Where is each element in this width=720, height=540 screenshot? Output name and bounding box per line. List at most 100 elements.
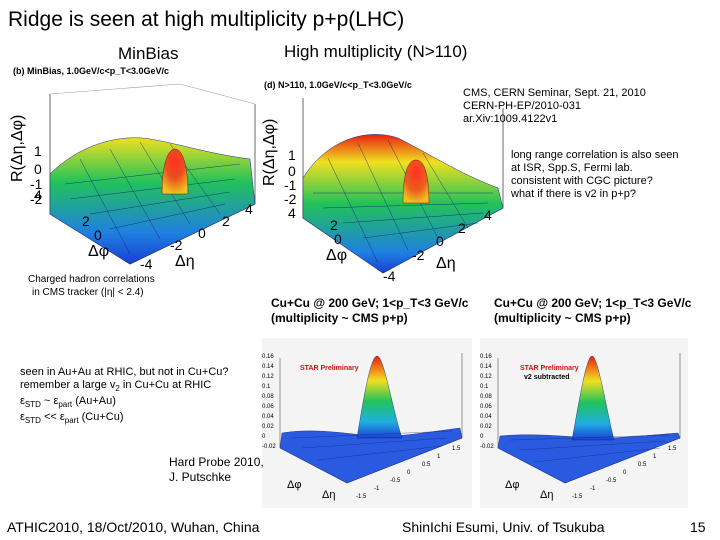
hard-probe-reference: Hard Probe 2010, J. Putschke: [169, 455, 264, 485]
star-left-z-tick: 0.12: [262, 374, 274, 380]
left-eta-tick: 2: [222, 213, 230, 229]
right-eta-label: Δη: [436, 255, 456, 272]
cms-reference: CMS, CERN Seminar, Sept. 21, 2010 CERN-P…: [463, 87, 646, 126]
star-cucu-plot: STAR Preliminary 0.16 0.14 0.12 0.1 0.08…: [262, 338, 472, 508]
star-left-z-tick: 0.02: [262, 424, 274, 430]
left-caption-line1: Charged hadron correlations: [28, 274, 155, 285]
star-right-z-tick: 0.12: [480, 374, 492, 380]
star-left-heading-line1: Cu+Cu @ 200 GeV; 1<p_T<3 GeV/c: [271, 296, 469, 310]
left-plot-subtitle: (b) MinBias, 1.0GeV/c<p_T<3.0GeV/c: [13, 66, 169, 76]
right-plot-heading: High multiplicity (N>110): [284, 42, 468, 61]
ridge-note-line: long range correlation is also seen: [511, 149, 679, 161]
star-left-z-tick: 0.16: [262, 354, 274, 360]
star-left-z-tick: 0: [262, 434, 266, 440]
right-z-tick: 4: [288, 205, 296, 221]
high-multiplicity-correlation-plot: (d) N>110, 1.0GeV/c<p_T<3.0GeV/c R(Δη,Δφ…: [261, 80, 504, 284]
star-right-phi-label: Δφ: [505, 479, 519, 491]
star-left-heading-line2: (multiplicity ~ CMS p+p): [271, 311, 408, 325]
star-right-label-line1: STAR Preliminary: [520, 365, 579, 372]
minbias-correlation-plot: (b) MinBias, 1.0GeV/c<p_T<3.0GeV/c R(Δη,…: [10, 66, 256, 298]
left-z-axis-label: R(Δη,Δφ): [10, 115, 26, 182]
star-right-eta-tick: -1: [590, 486, 596, 492]
star-left-label: STAR Preliminary: [300, 365, 359, 372]
left-z-tick: 1: [34, 143, 42, 159]
left-phi-label: Δφ: [88, 243, 109, 260]
left-eta-tick: 4: [245, 201, 253, 217]
star-left-peak: [356, 355, 403, 439]
right-eta-tick: 0: [436, 233, 444, 249]
minbias-surface: [49, 137, 256, 265]
minbias-peak: [161, 148, 189, 195]
cms-reference-line: CERN-PH-EP/2010-031: [463, 100, 581, 112]
star-right-eta-tick: -1.5: [572, 494, 583, 500]
star-left-eta-tick: 1: [437, 454, 441, 460]
left-eta-tick: -2: [170, 237, 183, 253]
right-z-tick: 1: [288, 147, 296, 163]
star-left-eta-tick: -0.5: [390, 478, 401, 484]
star-right-z-tick: 0: [480, 434, 484, 440]
footer-event: ATHIC2010, 18/Oct/2010, Wuhan, China: [7, 519, 260, 535]
star-left-eta-tick: 0.5: [422, 462, 431, 468]
auau-note: seen in Au+Au at RHIC, but not in Cu+Cu?…: [20, 366, 229, 428]
star-left-heading: Cu+Cu @ 200 GeV; 1<p_T<3 GeV/c (multipli…: [271, 296, 468, 326]
star-right-z-tick: 0.04: [480, 414, 492, 420]
star-right-z-tick: -0.02: [480, 444, 494, 450]
left-phi-tick: 2: [82, 213, 90, 229]
star-left-z-tick: 0.08: [262, 394, 274, 400]
left-z-tick: 0: [34, 161, 42, 177]
right-z-axis-label: R(Δη,Δφ): [261, 119, 278, 186]
ridge-note: long range correlation is also seen at I…: [511, 149, 679, 201]
slide-title: Ridge is seen at high multiplicity p+p(L…: [8, 8, 405, 31]
left-phi-tick: 0: [94, 227, 102, 243]
star-left-eta-label: Δη: [322, 489, 335, 501]
star-left-z-tick: 0.14: [262, 364, 274, 370]
left-z-tick: 4: [34, 187, 42, 203]
ridge-note-line: consistent with CGC picture?: [511, 175, 653, 187]
right-plot-subtitle: (d) N>110, 1.0GeV/c<p_T<3.0GeV/c: [264, 80, 412, 90]
right-eta-tick: 2: [458, 220, 466, 236]
auau-note-line4: εSTD << εpart (Cu+Cu): [20, 411, 124, 426]
star-right-eta-tick: 1: [653, 454, 657, 460]
star-left-phi-label: Δφ: [287, 479, 301, 491]
left-eta-tick: -4: [140, 256, 153, 272]
high-multiplicity-peak: [402, 159, 430, 204]
auau-note-line2: remember a large v2 in Cu+Cu at RHIC: [20, 379, 212, 394]
right-phi-tick: 2: [330, 217, 338, 233]
star-left-z-tick: -0.02: [262, 444, 276, 450]
left-eta-label: Δη: [175, 253, 195, 270]
star-right-heading-line2: (multiplicity ~ CMS p+p): [494, 311, 631, 325]
right-eta-tick: -2: [412, 247, 425, 263]
star-right-z-tick: 0.1: [480, 384, 489, 390]
star-right-eta-tick: 0: [623, 470, 627, 476]
right-eta-tick: 4: [484, 207, 492, 223]
star-right-z-tick: 0.16: [480, 354, 492, 360]
star-right-peak: [571, 355, 615, 441]
star-right-eta-tick: 1.5: [668, 446, 677, 452]
left-caption-line2: in CMS tracker (|η| < 2.4): [32, 287, 144, 298]
footer-author: ShinIchi Esumi, Univ. of Tsukuba: [402, 519, 605, 535]
star-left-z-tick: 0.06: [262, 404, 274, 410]
right-phi-tick: 0: [334, 231, 342, 247]
cms-reference-line: ar.Xiv:1009.4122v1: [463, 113, 558, 125]
footer-page-number: 15: [690, 519, 706, 535]
star-right-z-tick: 0.08: [480, 394, 492, 400]
star-right-heading-line1: Cu+Cu @ 200 GeV; 1<p_T<3 GeV/c: [494, 296, 692, 310]
ridge-note-line: at ISR, Spp.S, Fermi lab.: [511, 162, 633, 174]
star-right-heading: Cu+Cu @ 200 GeV; 1<p_T<3 GeV/c (multipli…: [494, 296, 691, 326]
right-eta-tick: -4: [383, 268, 396, 284]
star-right-z-tick: 0.02: [480, 424, 492, 430]
auau-note-line3: εSTD ~ εpart (Au+Au): [20, 395, 116, 410]
star-left-eta-tick: -1.5: [356, 494, 367, 500]
star-right-z-tick: 0.06: [480, 404, 492, 410]
star-left-eta-tick: -1: [374, 486, 380, 492]
left-eta-tick: 0: [198, 225, 206, 241]
cms-reference-line: CMS, CERN Seminar, Sept. 21, 2010: [463, 87, 646, 99]
star-right-eta-tick: 0.5: [638, 462, 647, 468]
right-z-tick: 0: [288, 163, 296, 179]
star-right-z-tick: 0.14: [480, 364, 492, 370]
star-left-eta-tick: 0: [407, 470, 411, 476]
star-left-z-tick: 0.1: [262, 384, 271, 390]
high-multiplicity-surface: [302, 134, 504, 274]
auau-note-line1: seen in Au+Au at RHIC, but not in Cu+Cu?: [20, 366, 229, 378]
right-z-tick: -2: [284, 191, 297, 207]
